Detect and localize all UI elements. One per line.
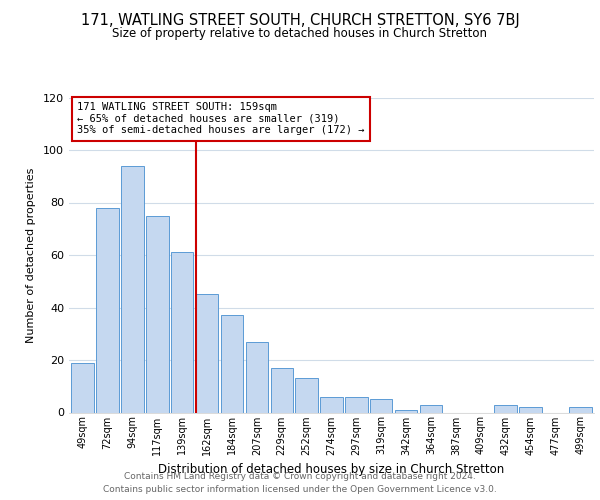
Y-axis label: Number of detached properties: Number of detached properties <box>26 168 36 342</box>
Bar <box>420 404 442 412</box>
Bar <box>345 397 368 412</box>
Text: 171 WATLING STREET SOUTH: 159sqm
← 65% of detached houses are smaller (319)
35% : 171 WATLING STREET SOUTH: 159sqm ← 65% o… <box>77 102 364 136</box>
X-axis label: Distribution of detached houses by size in Church Stretton: Distribution of detached houses by size … <box>158 463 505 476</box>
Bar <box>245 342 268 412</box>
Bar <box>121 166 143 412</box>
Bar <box>320 397 343 412</box>
Text: 171, WATLING STREET SOUTH, CHURCH STRETTON, SY6 7BJ: 171, WATLING STREET SOUTH, CHURCH STRETT… <box>80 12 520 28</box>
Bar <box>146 216 169 412</box>
Bar <box>520 407 542 412</box>
Text: Contains public sector information licensed under the Open Government Licence v3: Contains public sector information licen… <box>103 485 497 494</box>
Bar <box>395 410 418 412</box>
Bar <box>97 208 119 412</box>
Bar <box>171 252 193 412</box>
Bar <box>370 400 392 412</box>
Bar <box>271 368 293 412</box>
Text: Size of property relative to detached houses in Church Stretton: Size of property relative to detached ho… <box>113 26 487 40</box>
Bar <box>295 378 318 412</box>
Text: Contains HM Land Registry data © Crown copyright and database right 2024.: Contains HM Land Registry data © Crown c… <box>124 472 476 481</box>
Bar <box>221 316 243 412</box>
Bar <box>71 362 94 412</box>
Bar <box>494 404 517 412</box>
Bar <box>569 407 592 412</box>
Bar <box>196 294 218 412</box>
